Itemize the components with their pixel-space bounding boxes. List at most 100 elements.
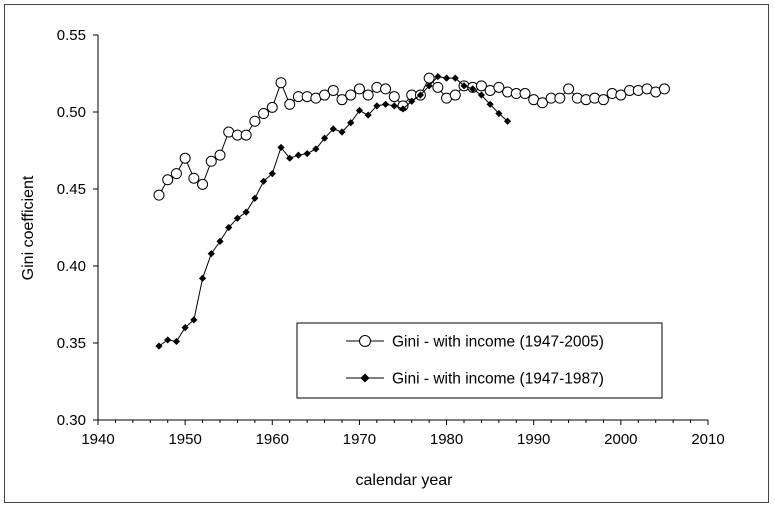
- data-point-circle: [336, 94, 348, 106]
- data-point-diamond: [172, 337, 181, 346]
- data-point-diamond: [486, 100, 494, 108]
- data-point-diamond: [338, 128, 346, 136]
- series-line-2: [158, 76, 508, 347]
- data-point-circle: [519, 88, 531, 100]
- data-point-diamond: [469, 85, 477, 93]
- series-layer: [153, 72, 670, 350]
- data-point-diamond: [286, 154, 294, 162]
- data-point-diamond: [198, 274, 207, 282]
- x-tick-label: 2010: [691, 431, 724, 448]
- data-point-circle: [554, 92, 566, 104]
- y-tick-label: 0.30: [57, 412, 86, 429]
- chart-frame: [4, 4, 769, 503]
- data-point-circle: [266, 101, 278, 113]
- data-point-diamond: [503, 117, 512, 125]
- data-point-diamond: [277, 143, 285, 152]
- data-point-circle: [615, 89, 627, 101]
- data-point-diamond: [373, 102, 381, 110]
- data-point-diamond: [181, 324, 189, 332]
- data-point-diamond: [216, 237, 224, 245]
- data-point-circle: [249, 115, 261, 127]
- data-point-diamond: [355, 106, 364, 115]
- data-point-circle: [380, 83, 392, 95]
- data-point-circle: [327, 84, 339, 96]
- data-point-circle: [432, 81, 444, 93]
- plot-area: [97, 35, 708, 421]
- y-tick-label: 0.40: [57, 258, 86, 275]
- data-point-circle: [162, 174, 174, 186]
- y-axis-title: Gini coefficient: [20, 175, 37, 280]
- data-point-diamond: [190, 316, 198, 324]
- y-tick-label: 0.35: [57, 335, 86, 352]
- data-point-circle: [240, 129, 252, 141]
- data-point-diamond: [390, 102, 398, 110]
- data-point-diamond: [381, 100, 390, 108]
- x-tick-label: 1960: [256, 431, 289, 448]
- legend-label-series-1: Gini - with income (1947-2005): [392, 334, 604, 351]
- data-point-diamond: [268, 170, 276, 178]
- data-point-circle: [658, 83, 670, 95]
- data-point-diamond: [425, 82, 433, 90]
- data-point-diamond: [155, 342, 163, 350]
- data-point-diamond: [312, 145, 320, 153]
- x-tick-label: 1980: [430, 431, 463, 448]
- data-point-diamond: [259, 177, 268, 185]
- data-point-diamond: [320, 134, 329, 142]
- data-point-diamond: [399, 105, 407, 113]
- x-tick-label: 1990: [517, 431, 550, 448]
- data-point-diamond: [329, 125, 337, 133]
- data-point-diamond: [242, 208, 250, 216]
- data-point-circle: [275, 77, 287, 89]
- y-axis: 0.30 0.35 0.40 0.45 0.50 0.55: [57, 27, 98, 429]
- data-point-circle: [597, 94, 609, 106]
- data-point-diamond: [408, 97, 416, 105]
- legend-box: [296, 322, 663, 399]
- data-point-circle: [388, 91, 400, 103]
- data-point-diamond: [442, 74, 451, 82]
- data-point-diamond: [164, 336, 172, 344]
- legend: Gini - with income (1947-2005) Gini - wi…: [296, 322, 663, 399]
- y-tick-label: 0.45: [57, 181, 86, 198]
- data-point-diamond: [347, 119, 355, 127]
- data-point-circle: [214, 149, 226, 161]
- data-point-circle: [188, 172, 200, 184]
- data-point-circle: [353, 83, 365, 95]
- y-tick-label: 0.50: [57, 104, 86, 121]
- data-point-circle: [284, 98, 296, 110]
- legend-marker-filled-diamond: [360, 373, 370, 383]
- data-point-circle: [258, 108, 270, 120]
- data-point-diamond: [451, 74, 459, 82]
- data-point-diamond: [294, 151, 303, 159]
- y-tick-label: 0.55: [57, 27, 86, 44]
- data-point-circle: [563, 83, 575, 95]
- data-point-circle: [179, 152, 191, 164]
- data-point-circle: [475, 80, 487, 92]
- data-point-diamond: [303, 149, 311, 158]
- data-point-circle: [153, 189, 165, 201]
- x-axis-title: calendar year: [356, 472, 454, 489]
- data-point-diamond: [364, 111, 372, 119]
- data-point-circle: [170, 168, 182, 180]
- x-tick-label: 1970: [343, 431, 376, 448]
- data-point-diamond: [477, 91, 486, 99]
- x-tick-label: 1940: [81, 431, 114, 448]
- data-point-circle: [449, 89, 461, 101]
- x-axis: 1940 1950 1960 1970 1980 1990 2000 2010: [81, 420, 725, 448]
- data-point-diamond: [460, 82, 468, 90]
- legend-marker-open-circle: [359, 335, 371, 347]
- data-point-circle: [493, 81, 505, 93]
- data-point-circle: [345, 89, 357, 101]
- data-point-diamond: [416, 91, 425, 99]
- data-point-diamond: [495, 109, 503, 118]
- data-point-circle: [205, 155, 217, 167]
- data-point-diamond: [233, 214, 242, 222]
- data-point-circle: [536, 97, 548, 109]
- data-point-diamond: [434, 72, 442, 81]
- data-point-diamond: [207, 250, 215, 258]
- data-point-circle: [197, 178, 209, 190]
- x-tick-label: 1950: [168, 431, 201, 448]
- data-point-circle: [362, 89, 374, 101]
- data-point-diamond: [225, 223, 233, 232]
- data-point-circle: [319, 89, 331, 101]
